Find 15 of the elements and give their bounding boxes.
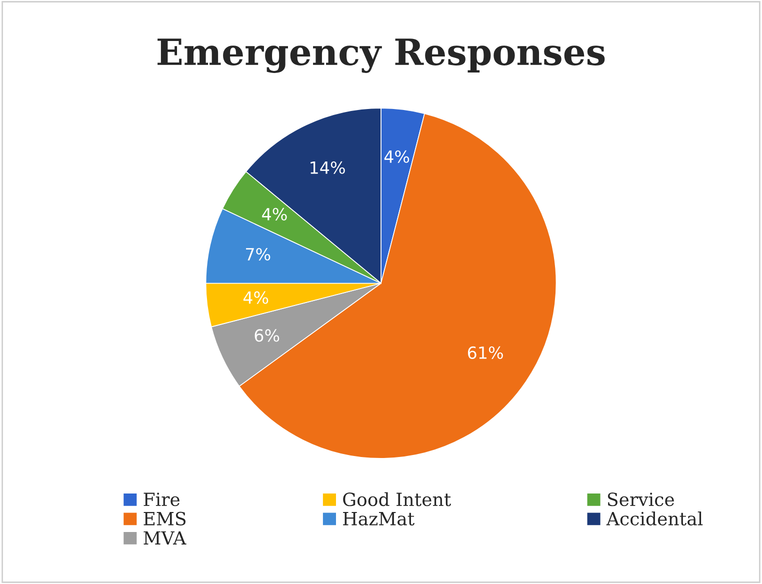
data-label: 4% (243, 291, 268, 304)
legend-label: Service (608, 492, 674, 506)
legend-label: MVA (144, 531, 186, 544)
data-label: 7% (246, 248, 270, 261)
legend-label: Good Intent (343, 492, 452, 506)
legend-label: HazMat (343, 512, 414, 526)
legend-label: EMS (144, 512, 186, 526)
data-label: 4% (384, 150, 410, 163)
data-label: 4% (262, 208, 287, 220)
legend-label: Fire (144, 492, 180, 506)
chart-title: Emergency Responses (158, 38, 605, 73)
legend-label: Accidental (606, 511, 703, 526)
data-label: 14% (310, 161, 345, 174)
data-label: 61% (468, 346, 503, 359)
data-label: 6% (254, 329, 280, 342)
